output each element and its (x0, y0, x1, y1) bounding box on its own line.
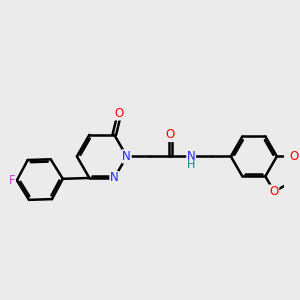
Text: N: N (110, 172, 119, 184)
Text: O: O (114, 107, 124, 120)
Text: O: O (290, 150, 299, 163)
Text: O: O (269, 185, 279, 198)
Text: H: H (187, 160, 195, 170)
Text: N: N (187, 150, 196, 163)
Text: O: O (166, 128, 175, 142)
Text: N: N (122, 150, 131, 163)
Text: F: F (9, 174, 15, 187)
